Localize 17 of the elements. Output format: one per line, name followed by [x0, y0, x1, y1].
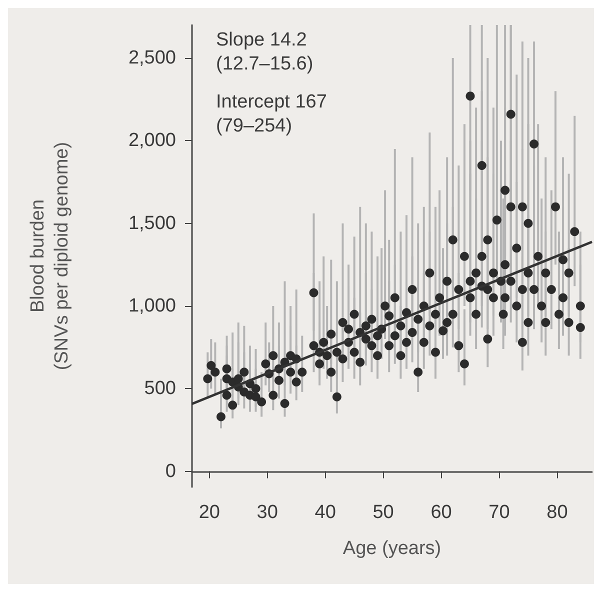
x-tick-label: 30	[256, 502, 278, 523]
annotation: Intercept 167 (79–254)	[216, 92, 327, 136]
annotation: Slope 14.2 (12.7–15.6)	[216, 30, 314, 74]
x-tick-label: 40	[314, 502, 336, 523]
x-tick-label: 50	[372, 502, 394, 523]
y-tick-label: 1,000	[128, 296, 176, 316]
y-tick-label: 1,500	[128, 212, 176, 234]
y-axis-title: Blood burden (SNVs per diploid genome)	[28, 142, 72, 370]
x-tick-label: 70	[488, 502, 510, 523]
x-tick-label: 60	[430, 502, 452, 523]
x-axis-title: Age (years)	[342, 538, 442, 559]
y-tick-label: 2,500	[128, 48, 176, 69]
y-tick-label: 2,000	[128, 130, 176, 152]
y-tick-label: 0	[165, 460, 176, 482]
x-tick-label: 80	[546, 502, 568, 523]
y-tick-label: 500	[144, 378, 176, 400]
x-tick-label: 20	[198, 502, 220, 523]
